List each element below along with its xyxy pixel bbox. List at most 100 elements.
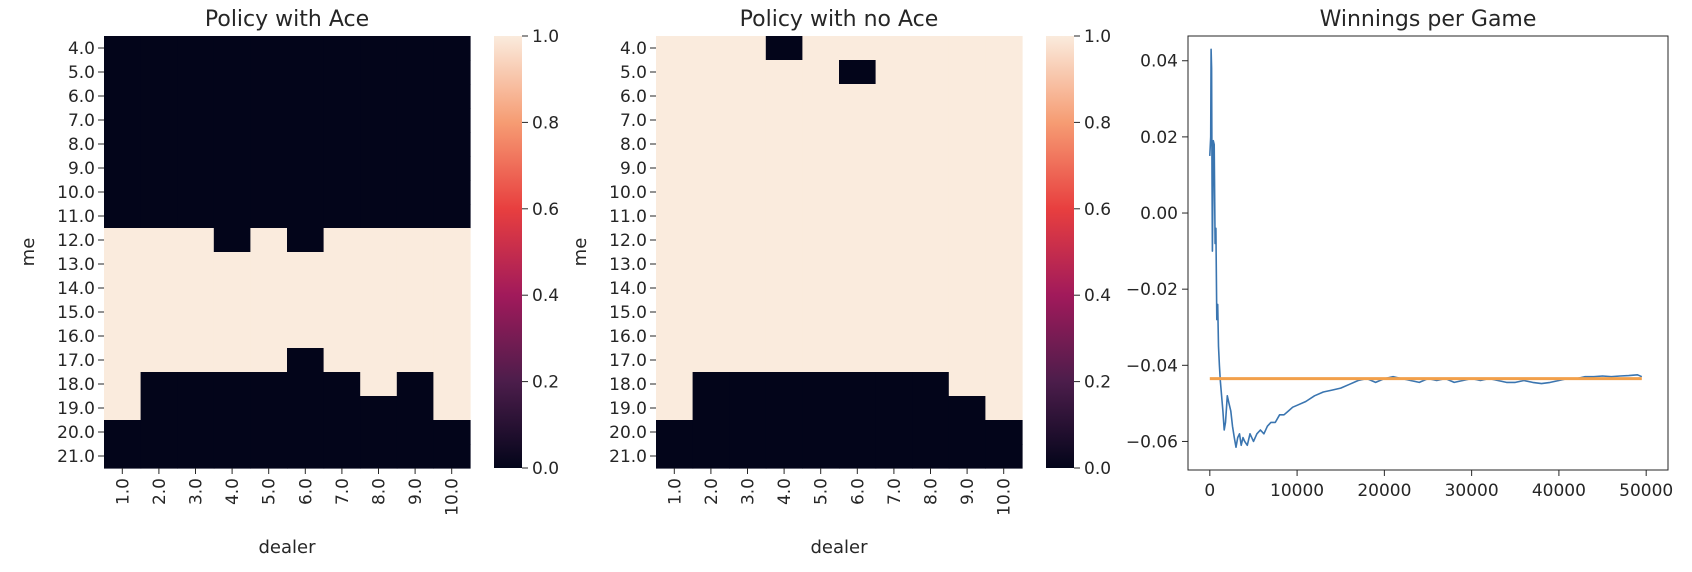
heatmap-cell (250, 108, 288, 133)
heatmap-cell (104, 60, 142, 85)
heatmap-cell (765, 60, 803, 85)
heatmap-cell (360, 204, 398, 229)
heatmap-cell (692, 372, 730, 397)
heatmap-cell (250, 444, 288, 469)
heatmap-cell (177, 108, 215, 133)
y-tick-label: 13.0 (57, 255, 95, 275)
heatmap-cell (765, 84, 803, 109)
heatmap-cell (250, 276, 288, 301)
heatmap-cell (912, 252, 950, 277)
heatmap-cell (213, 132, 251, 157)
heatmap-cell (104, 324, 142, 349)
heatmap-cell (140, 444, 178, 469)
x-tick-label: 3.0 (739, 478, 759, 505)
y-tick-label: 11.0 (57, 207, 95, 227)
heatmap-cell (729, 204, 767, 229)
heatmap-cell (250, 252, 288, 277)
heatmap-cell (692, 300, 730, 325)
heatmap-cell (433, 444, 471, 469)
heatmap-cell (250, 60, 288, 85)
heatmap-cell (985, 36, 1023, 61)
heatmap-cell (802, 420, 840, 445)
heatmap-cell (912, 180, 950, 205)
heatmap-cell (396, 396, 434, 421)
heatmap-cell (948, 60, 986, 85)
heatmap-cell (985, 396, 1023, 421)
heatmap-cell (104, 444, 142, 469)
heatmap-cell (948, 324, 986, 349)
heatmap-cell (985, 372, 1023, 397)
y-tick-label: 17.0 (609, 351, 647, 371)
y-tick-label: 19.0 (57, 399, 95, 419)
heatmap-cell (875, 180, 913, 205)
x-tick-label: 2.0 (702, 478, 722, 505)
heatmap-cell (433, 420, 471, 445)
heatmap-cell (323, 228, 361, 253)
heatmap-cell (802, 36, 840, 61)
colorbar-tick-label: 0.4 (532, 286, 559, 306)
heatmap-cell (250, 156, 288, 181)
y-tick-label: −0.02 (1126, 280, 1178, 300)
heatmap-cell (692, 276, 730, 301)
y-tick-label: 18.0 (609, 375, 647, 395)
heatmap-cell (875, 444, 913, 469)
heatmap-cell (692, 252, 730, 277)
heatmap-cell (802, 204, 840, 229)
y-tick-label: −0.06 (1126, 432, 1178, 452)
y-tick-label: 9.0 (68, 159, 95, 179)
heatmap-cell (360, 276, 398, 301)
heatmap-cell (287, 396, 325, 421)
x-tick-label: 5.0 (260, 478, 280, 505)
x-tick-label: 10000 (1270, 481, 1324, 501)
x-axis-label: dealer (810, 537, 868, 558)
heatmap-cell (729, 60, 767, 85)
heatmap-cell (765, 132, 803, 157)
heatmap-cell (839, 60, 877, 85)
heatmap-cell (948, 132, 986, 157)
heatmap-cell (177, 276, 215, 301)
heatmap-cell (287, 36, 325, 61)
x-tick-label: 9.0 (406, 478, 426, 505)
heatmap-cell (912, 444, 950, 469)
x-tick-label: 30000 (1445, 481, 1499, 501)
heatmap-cell (287, 180, 325, 205)
heatmap-cell (177, 228, 215, 253)
heatmap-cell (140, 420, 178, 445)
heatmap-cell (213, 396, 251, 421)
heatmap-cell (729, 132, 767, 157)
heatmap-cell (729, 36, 767, 61)
heatmap-cell (396, 324, 434, 349)
heatmap-cell (177, 60, 215, 85)
heatmap-cell (656, 108, 694, 133)
heatmap-cell (656, 324, 694, 349)
heatmap-cell (177, 84, 215, 109)
heatmap-cell (802, 108, 840, 133)
heatmap-cell (802, 180, 840, 205)
heatmap-cell (360, 372, 398, 397)
heatmap-cell (985, 180, 1023, 205)
heatmap-cell (433, 228, 471, 253)
heatmap-cell (140, 84, 178, 109)
heatmap-cell (912, 300, 950, 325)
heatmap-cell (656, 276, 694, 301)
heatmap-cell (765, 348, 803, 373)
heatmap-cell (656, 252, 694, 277)
y-tick-label: 12.0 (57, 231, 95, 251)
heatmap-cell (433, 324, 471, 349)
heatmap-cell (948, 84, 986, 109)
heatmap-cell (433, 276, 471, 301)
heatmap-cell (360, 156, 398, 181)
heatmap-cell (396, 36, 434, 61)
heatmap-cell (287, 420, 325, 445)
heatmap-cell (948, 444, 986, 469)
heatmap-cell (729, 108, 767, 133)
heatmap-cell (433, 348, 471, 373)
chart-title: Policy with no Ace (740, 7, 939, 32)
heatmap-cell (250, 396, 288, 421)
heatmap-cell (177, 396, 215, 421)
y-tick-label: 11.0 (609, 207, 647, 227)
heatmap-cell (839, 444, 877, 469)
heatmap-cell (287, 108, 325, 133)
heatmap-cell (323, 276, 361, 301)
heatmap-cell (287, 132, 325, 157)
